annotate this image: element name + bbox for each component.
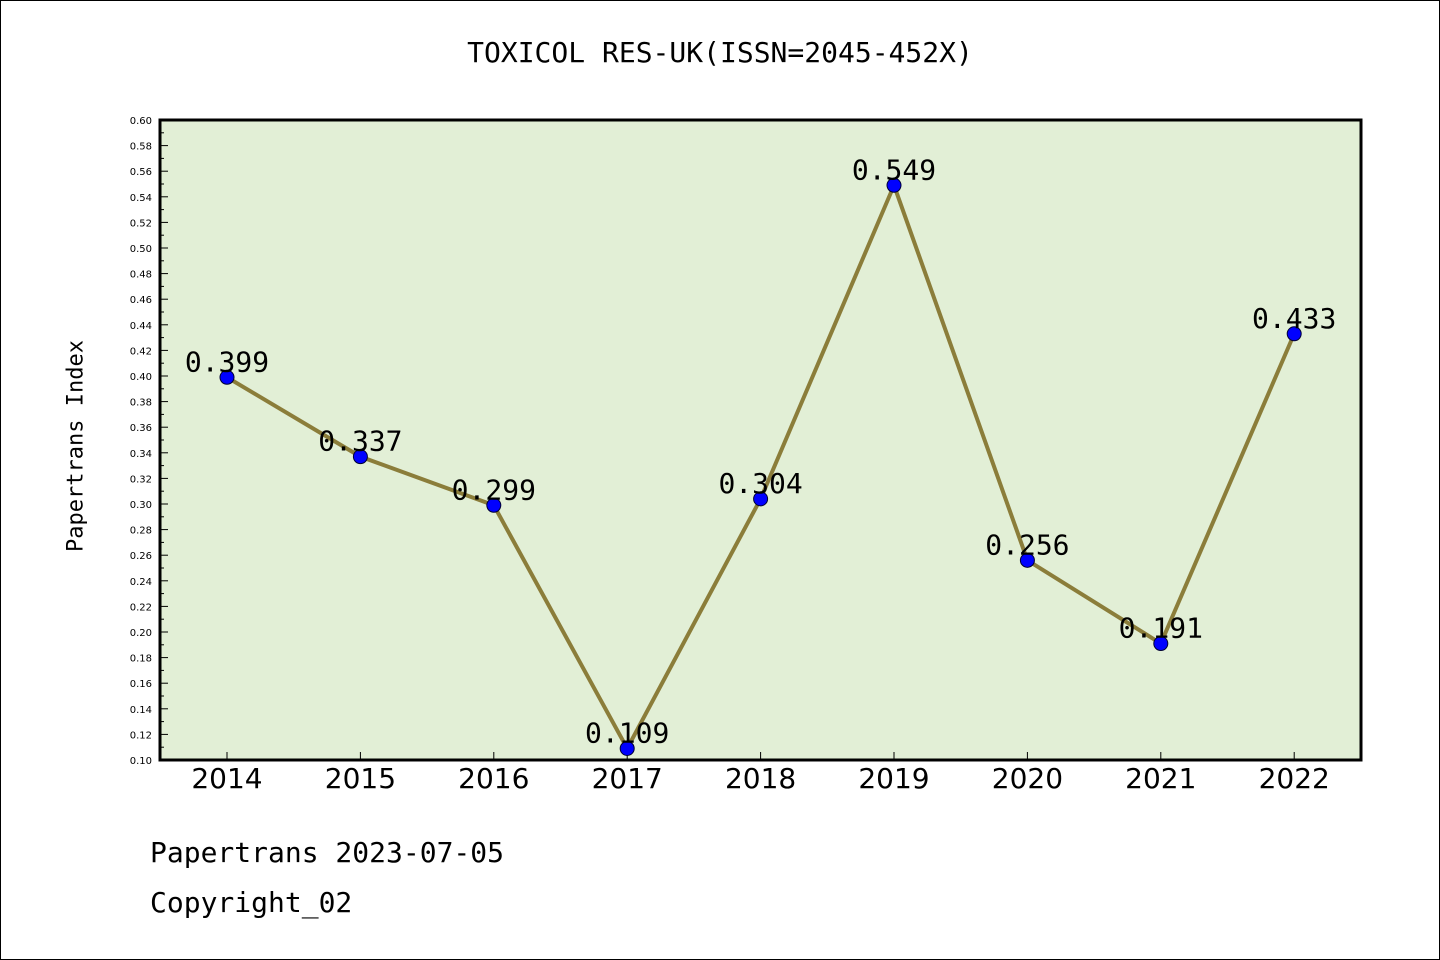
x-tick-label: 2021 — [1125, 762, 1196, 795]
y-tick-label: 0.22 — [130, 602, 152, 613]
x-tick-label: 2019 — [858, 762, 929, 795]
data-point — [619, 740, 635, 756]
y-tick-label: 0.26 — [130, 551, 152, 562]
data-labels: 0.399 0.337 0.299 0.109 0.304 0.549 0.256 0.191… — [185, 153, 1336, 749]
y-tick-label: 0.32 — [130, 474, 152, 485]
x-tick-label: 2018 — [725, 762, 796, 795]
data-label: 0.191 — [1119, 612, 1203, 645]
data-label: 0.299 — [452, 473, 536, 506]
data-label: 0.549 — [852, 153, 936, 186]
y-tick-label: 0.34 — [130, 449, 152, 460]
data-label: 0.399 — [185, 345, 269, 378]
x-tick-label: 2015 — [325, 762, 396, 795]
y-tick-label: 0.12 — [130, 730, 152, 741]
y-tick-label: 0.30 — [130, 500, 152, 511]
plot-border — [158, 118, 1363, 762]
y-tick-label: 0.52 — [130, 218, 152, 229]
y-tick-label: 0.44 — [130, 321, 152, 332]
y-tick-label: 0.14 — [130, 705, 152, 716]
y-tick-label: 0.56 — [130, 167, 152, 178]
y-tick-label: 0.28 — [130, 526, 152, 537]
data-label: 0.433 — [1252, 302, 1336, 335]
data-point — [1286, 326, 1302, 342]
y-tick-label: 0.36 — [130, 423, 152, 434]
footer-date: Papertrans 2023-07-05 — [150, 836, 505, 869]
y-tick-label: 0.60 — [130, 116, 152, 127]
y-tick-label: 0.48 — [130, 270, 152, 281]
data-label: 0.109 — [585, 716, 669, 749]
y-tick-label: 0.54 — [130, 193, 152, 204]
x-axis: 2014 2015 2016 2017 2018 2019 2020 2021 2022 — [191, 752, 1330, 795]
data-point — [1153, 636, 1169, 652]
y-tick-label: 0.20 — [130, 628, 152, 639]
y-tick-label: 0.42 — [130, 346, 152, 357]
x-tick-label: 2014 — [191, 762, 262, 795]
y-tick-label: 0.16 — [130, 679, 152, 690]
y-tick-label: 0.58 — [130, 142, 152, 153]
footer-copyright: Copyright_02 — [150, 886, 353, 919]
y-tick-label: 0.38 — [130, 398, 152, 409]
y-tick-label: 0.18 — [130, 654, 152, 665]
data-point — [486, 497, 502, 513]
y-tick-label: 0.40 — [130, 372, 152, 383]
x-tick-label: 2020 — [992, 762, 1063, 795]
y-axis: 0.10 0.12 0.14 0.16 0.18 0.20 0.22 0.24 0.26 0.28… — [130, 116, 168, 767]
y-tick-label: 0.50 — [130, 244, 152, 255]
y-tick-label: 0.24 — [130, 577, 152, 588]
x-tick-label: 2016 — [458, 762, 529, 795]
chart-title: TOXICOL RES-UK(ISSN=2045-452X) — [467, 36, 973, 69]
x-tick-label: 2022 — [1259, 762, 1330, 795]
data-point — [352, 449, 368, 465]
data-label: 0.304 — [718, 467, 802, 500]
x-tick-label: 2017 — [592, 762, 663, 795]
plot-area — [160, 120, 1361, 760]
data-point — [886, 177, 902, 193]
data-label: 0.256 — [985, 528, 1069, 561]
data-point — [753, 491, 769, 507]
y-tick-label: 0.46 — [130, 295, 152, 306]
y-tick-label: 0.10 — [130, 756, 152, 767]
data-point — [1019, 552, 1035, 568]
data-label: 0.337 — [318, 425, 402, 458]
data-point — [219, 369, 235, 385]
data-points — [219, 177, 1302, 756]
